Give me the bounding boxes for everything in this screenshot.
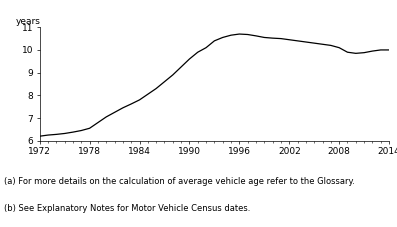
Text: (a) For more details on the calculation of average vehicle age refer to the Glos: (a) For more details on the calculation … <box>4 177 355 186</box>
Text: years: years <box>15 17 40 26</box>
Text: (b) See Explanatory Notes for Motor Vehicle Census dates.: (b) See Explanatory Notes for Motor Vehi… <box>4 204 251 213</box>
